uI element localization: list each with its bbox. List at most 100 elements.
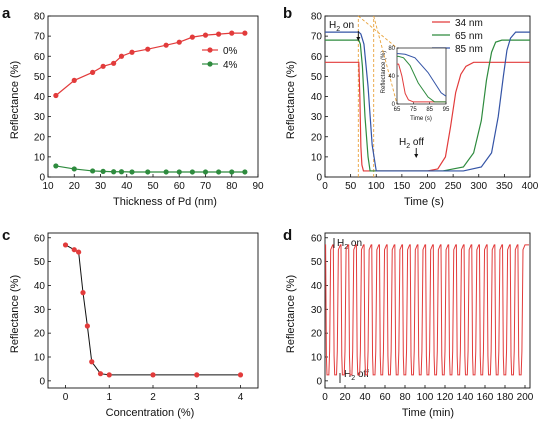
xtick-label-a-1: 20	[69, 181, 81, 192]
arrowhead-h2-on-b	[356, 37, 361, 41]
ytick-label-a-0: 0	[39, 173, 45, 184]
ytick-label-a-1: 10	[34, 152, 46, 163]
point-c-0-2	[76, 249, 82, 255]
ytick-label-a-2: 20	[34, 132, 46, 143]
ylabel-b: Reflectance (%)	[285, 61, 297, 139]
xtick-label-d-1: 20	[339, 392, 351, 403]
inset-ytick-label-2: 80	[388, 46, 395, 52]
annotation-h2-on-b: H2 on	[329, 20, 354, 33]
xtick-label-d-9: 180	[497, 392, 514, 403]
ytick-label-b-7: 70	[311, 32, 323, 43]
zoom-connector-bottom	[373, 15, 398, 105]
point-c-0-0	[62, 242, 69, 248]
point-a-1-6	[129, 169, 135, 175]
xtick-label-c-2: 2	[150, 392, 156, 403]
plot-frame-a	[47, 15, 259, 178]
xtick-label-a-6: 70	[200, 181, 212, 192]
annotation-h2-on-d: H2 on	[337, 238, 362, 251]
ytick-label-d-1: 10	[311, 353, 323, 364]
xtick-label-d-0: 0	[322, 392, 328, 403]
point-a-1-3	[100, 168, 106, 174]
point-a-1-1	[71, 166, 77, 172]
series-line-d-0	[325, 244, 529, 376]
ytick-label-d-4: 40	[311, 281, 323, 292]
point-a-0-14	[242, 30, 248, 36]
inset-series-line-1	[397, 55, 446, 103]
point-a-1-2	[90, 168, 96, 174]
legend-a-label-0: 0%	[223, 46, 238, 57]
xtick-label-c-4: 4	[238, 392, 244, 403]
xtick-label-d-3: 60	[379, 392, 391, 403]
ytick-label-d-2: 20	[311, 329, 323, 340]
xtick-label-c-0: 0	[63, 392, 69, 403]
point-a-1-10	[189, 169, 195, 175]
point-c-0-9	[194, 372, 200, 378]
ytick-label-b-1: 10	[311, 152, 323, 163]
point-a-0-8	[163, 42, 169, 48]
ylabel-a: Reflectance (%)	[9, 61, 21, 139]
point-c-0-10	[237, 372, 244, 378]
xlabel-d: Time (min)	[402, 407, 454, 419]
inset-ytick-label-1: 40	[388, 74, 395, 80]
point-a-1-12	[216, 169, 222, 175]
legend-a-label-1: 4%	[223, 60, 238, 71]
xtick-label-d-10: 200	[517, 392, 534, 403]
ytick-label-a-3: 30	[34, 112, 46, 123]
point-c-0-7	[106, 372, 112, 378]
ytick-label-b-2: 20	[311, 132, 323, 143]
xtick-label-a-8: 90	[252, 181, 264, 192]
xtick-label-d-4: 80	[399, 392, 411, 403]
point-a-1-11	[202, 169, 209, 175]
xtick-label-b-3: 150	[394, 181, 411, 192]
ytick-label-c-2: 20	[34, 329, 46, 340]
xlabel-a: Thickness of Pd (nm)	[113, 196, 217, 208]
ytick-label-c-6: 60	[34, 233, 46, 244]
xtick-label-b-7: 350	[496, 181, 513, 192]
point-a-0-2	[90, 69, 96, 75]
point-a-0-5	[118, 53, 125, 59]
ytick-label-b-0: 0	[316, 173, 322, 184]
inset-xlabel: Time (s)	[410, 116, 432, 122]
point-a-0-7	[145, 46, 151, 52]
inset-xtick-label-0: 65	[394, 107, 401, 113]
panel-letter-a: a	[2, 5, 11, 22]
inset-series-line-2	[397, 53, 447, 97]
xtick-label-d-2: 40	[359, 392, 371, 403]
point-a-1-5	[118, 169, 125, 175]
ytick-label-b-3: 30	[311, 112, 323, 123]
ytick-label-c-4: 40	[34, 281, 46, 292]
legend-a-marker-0	[207, 47, 213, 53]
point-a-0-3	[100, 63, 106, 69]
ytick-label-d-6: 60	[311, 233, 323, 244]
panel-letter-b: b	[283, 5, 292, 22]
point-a-0-13	[229, 30, 235, 36]
ytick-label-a-7: 70	[34, 32, 46, 43]
xtick-label-b-1: 50	[345, 181, 357, 192]
ytick-label-d-3: 30	[311, 305, 323, 316]
xlabel-c: Concentration (%)	[106, 407, 195, 419]
point-a-1-13	[229, 169, 235, 175]
point-c-0-3	[80, 290, 86, 296]
xtick-label-a-3: 40	[121, 181, 133, 192]
legend-a-marker-1	[207, 61, 213, 67]
xtick-label-d-8: 160	[477, 392, 494, 403]
panel-letter-d: d	[283, 227, 292, 244]
legend-a: 0% 4%	[202, 46, 238, 71]
xtick-label-b-2: 100	[368, 181, 385, 192]
point-a-1-0	[53, 163, 59, 169]
point-a-0-6	[129, 49, 135, 55]
point-c-0-6	[97, 371, 104, 377]
ytick-label-c-5: 50	[34, 257, 46, 268]
ytick-label-a-6: 60	[34, 52, 46, 63]
xtick-label-d-6: 120	[437, 392, 454, 403]
xtick-label-c-1: 1	[106, 392, 112, 403]
arrowhead-h2-off-b	[414, 154, 419, 158]
series-line-b-1	[325, 39, 530, 172]
legend-b-label-2: 85 nm	[455, 44, 483, 55]
inset-frame	[396, 47, 447, 105]
inset-xtick-label-2: 85	[426, 107, 433, 113]
point-a-0-11	[202, 32, 209, 38]
inset-ylabel: Reflectance (%)	[381, 51, 387, 94]
inset-series-line-0	[397, 63, 446, 103]
